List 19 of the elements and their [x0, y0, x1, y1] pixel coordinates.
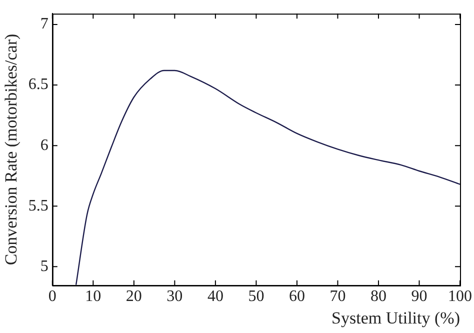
line-series	[75, 70, 460, 286]
x-tick-label: 70	[330, 288, 346, 306]
x-tick-label: 80	[370, 288, 386, 306]
y-tick-label: 7	[40, 16, 48, 33]
y-tick-label: 6	[40, 136, 48, 154]
x-axis-title: System Utility (%)	[332, 308, 460, 328]
y-tick-label: 6.5	[28, 76, 48, 94]
x-tick-label: 60	[288, 288, 305, 306]
y-tick-label: 5	[40, 258, 48, 275]
x-tick-label: 90	[411, 288, 428, 306]
x-tick-label: 40	[207, 288, 224, 306]
x-tick-label: 0	[48, 288, 56, 306]
x-tick-label: 50	[248, 288, 264, 306]
y-axis-title: Conversion Rate (motorbikes/car)	[2, 34, 21, 266]
y-tick-label: 5.5	[28, 197, 48, 214]
x-tick-label: 30	[166, 288, 183, 306]
x-tick-label: 10	[85, 288, 102, 306]
x-tick-label: 100	[448, 288, 472, 306]
x-tick-label: 20	[126, 288, 142, 306]
